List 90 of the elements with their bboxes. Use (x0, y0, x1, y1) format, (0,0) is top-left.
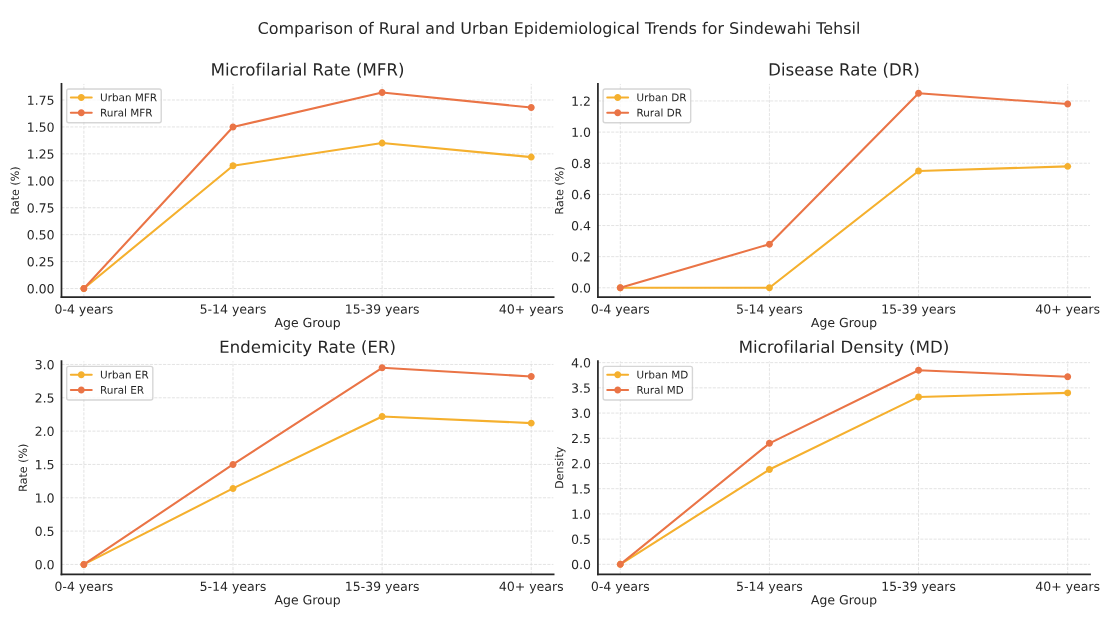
legend-label: Rural ER (101, 385, 144, 394)
point (1064, 389, 1072, 397)
y-tick-label: 0.4 (571, 220, 591, 231)
point (378, 88, 386, 96)
point (527, 419, 535, 427)
y-tick-label: 1.50 (28, 122, 54, 132)
y-tick-label: 3.5 (572, 383, 590, 393)
x-axis-title: Age Group (274, 595, 340, 607)
x-tick-label: 40+ years (499, 304, 564, 317)
point (915, 366, 923, 374)
y-tick-label: 2.5 (35, 393, 54, 403)
y-tick-label: 0.0 (571, 283, 591, 293)
y-tick-label: 0.75 (27, 203, 54, 213)
chart-title: Microfilarial Rate (MFR) (212, 62, 404, 78)
point (229, 460, 237, 468)
point (765, 240, 773, 248)
y-tick-label: 1.75 (28, 95, 54, 105)
x-tick-label: 40+ years (1035, 581, 1100, 594)
point (1064, 100, 1072, 108)
y-tick-label: 2.0 (35, 426, 54, 437)
y-tick-label: 0.5 (571, 534, 590, 545)
x-axis-title: Age Group (810, 317, 877, 330)
point (765, 466, 773, 474)
x-tick-label: 5-14 years (200, 304, 266, 317)
point (527, 104, 535, 112)
x-tick-label: 5-14 years (737, 304, 803, 317)
y-tick-label: 0.25 (27, 257, 54, 267)
y-tick-label: 1.5 (572, 484, 590, 494)
chart-title: Microfilarial Density (MD) (740, 340, 948, 357)
point (1064, 162, 1072, 170)
y-tick-label: 0.50 (27, 230, 54, 240)
x-tick-label: 5-14 years (200, 581, 266, 594)
y-axis-title: Rate (%) (18, 444, 29, 491)
y-tick-label: 1.00 (28, 176, 54, 186)
x-tick-label: 0-4 years (591, 581, 650, 594)
x-tick-label: 40+ years (499, 581, 564, 594)
x-tick-label: 0-4 years (55, 581, 113, 594)
y-tick-label: 0.8 (571, 158, 591, 169)
text: Comparison of Rural and Urban Epidemiological Trends for Sindewahi Tehsil (258, 21, 859, 38)
y-tick-label: 1.5 (36, 460, 54, 470)
point (765, 439, 773, 447)
legend-label: Rural MD (637, 385, 684, 394)
y-tick-label: 0.0 (571, 559, 591, 570)
point (915, 393, 923, 401)
point (378, 364, 386, 372)
point (527, 372, 535, 380)
legend-label: Rural DR (637, 108, 682, 117)
chart-title: Disease Rate (DR) (769, 62, 919, 78)
y-tick-label: 2.5 (572, 433, 590, 444)
point (765, 284, 773, 292)
y-tick-label: 1.2 (572, 96, 590, 106)
x-tick-label: 40+ years (1035, 304, 1100, 317)
legend-label: Rural MFR (101, 108, 153, 117)
legend-label: Urban DR (637, 93, 687, 102)
x-tick-label: 15-39 years (346, 304, 419, 317)
y-tick-label: 0.0 (35, 559, 54, 570)
y-tick-label: 3.0 (572, 408, 591, 418)
y-tick-label: 2.0 (572, 458, 591, 469)
y-tick-label: 0.5 (35, 526, 54, 537)
x-tick-label: 15-39 years (882, 581, 956, 594)
x-axis-title: Age Group (274, 317, 340, 330)
chart-title: Endemicity Rate (ER) (220, 340, 395, 357)
y-tick-label: 1.25 (28, 149, 54, 159)
y-tick-label: 0.00 (27, 283, 54, 294)
point (378, 412, 386, 420)
x-tick-label: 15-39 years (346, 581, 419, 594)
point (1064, 373, 1072, 381)
y-axis-title: Rate (%) (554, 167, 565, 214)
y-tick-label: 0.2 (571, 252, 590, 262)
y-tick-label: 0.6 (571, 189, 591, 200)
point (915, 89, 923, 97)
point (229, 162, 237, 170)
x-axis-title: Age Group (810, 595, 877, 607)
y-axis-title: Density (554, 446, 566, 488)
y-tick-label: 1.0 (36, 493, 54, 503)
y-axis-title: Rate (%) (10, 167, 21, 214)
y-tick-label: 3.0 (35, 359, 54, 370)
y-tick-label: 4.0 (571, 358, 591, 368)
point (229, 484, 237, 492)
x-tick-label: 15-39 years (882, 304, 956, 317)
y-tick-label: 1.0 (572, 127, 591, 138)
legend-label: Urban MD (637, 370, 688, 379)
legend-label: Urban MFR (100, 93, 157, 102)
point (527, 153, 535, 161)
legend-label: Urban ER (100, 370, 149, 379)
x-tick-label: 0-4 years (591, 304, 650, 317)
y-tick-label: 1.0 (572, 509, 591, 519)
x-tick-label: 5-14 years (737, 581, 803, 594)
x-tick-label: 0-4 years (55, 304, 113, 317)
point (915, 167, 923, 175)
